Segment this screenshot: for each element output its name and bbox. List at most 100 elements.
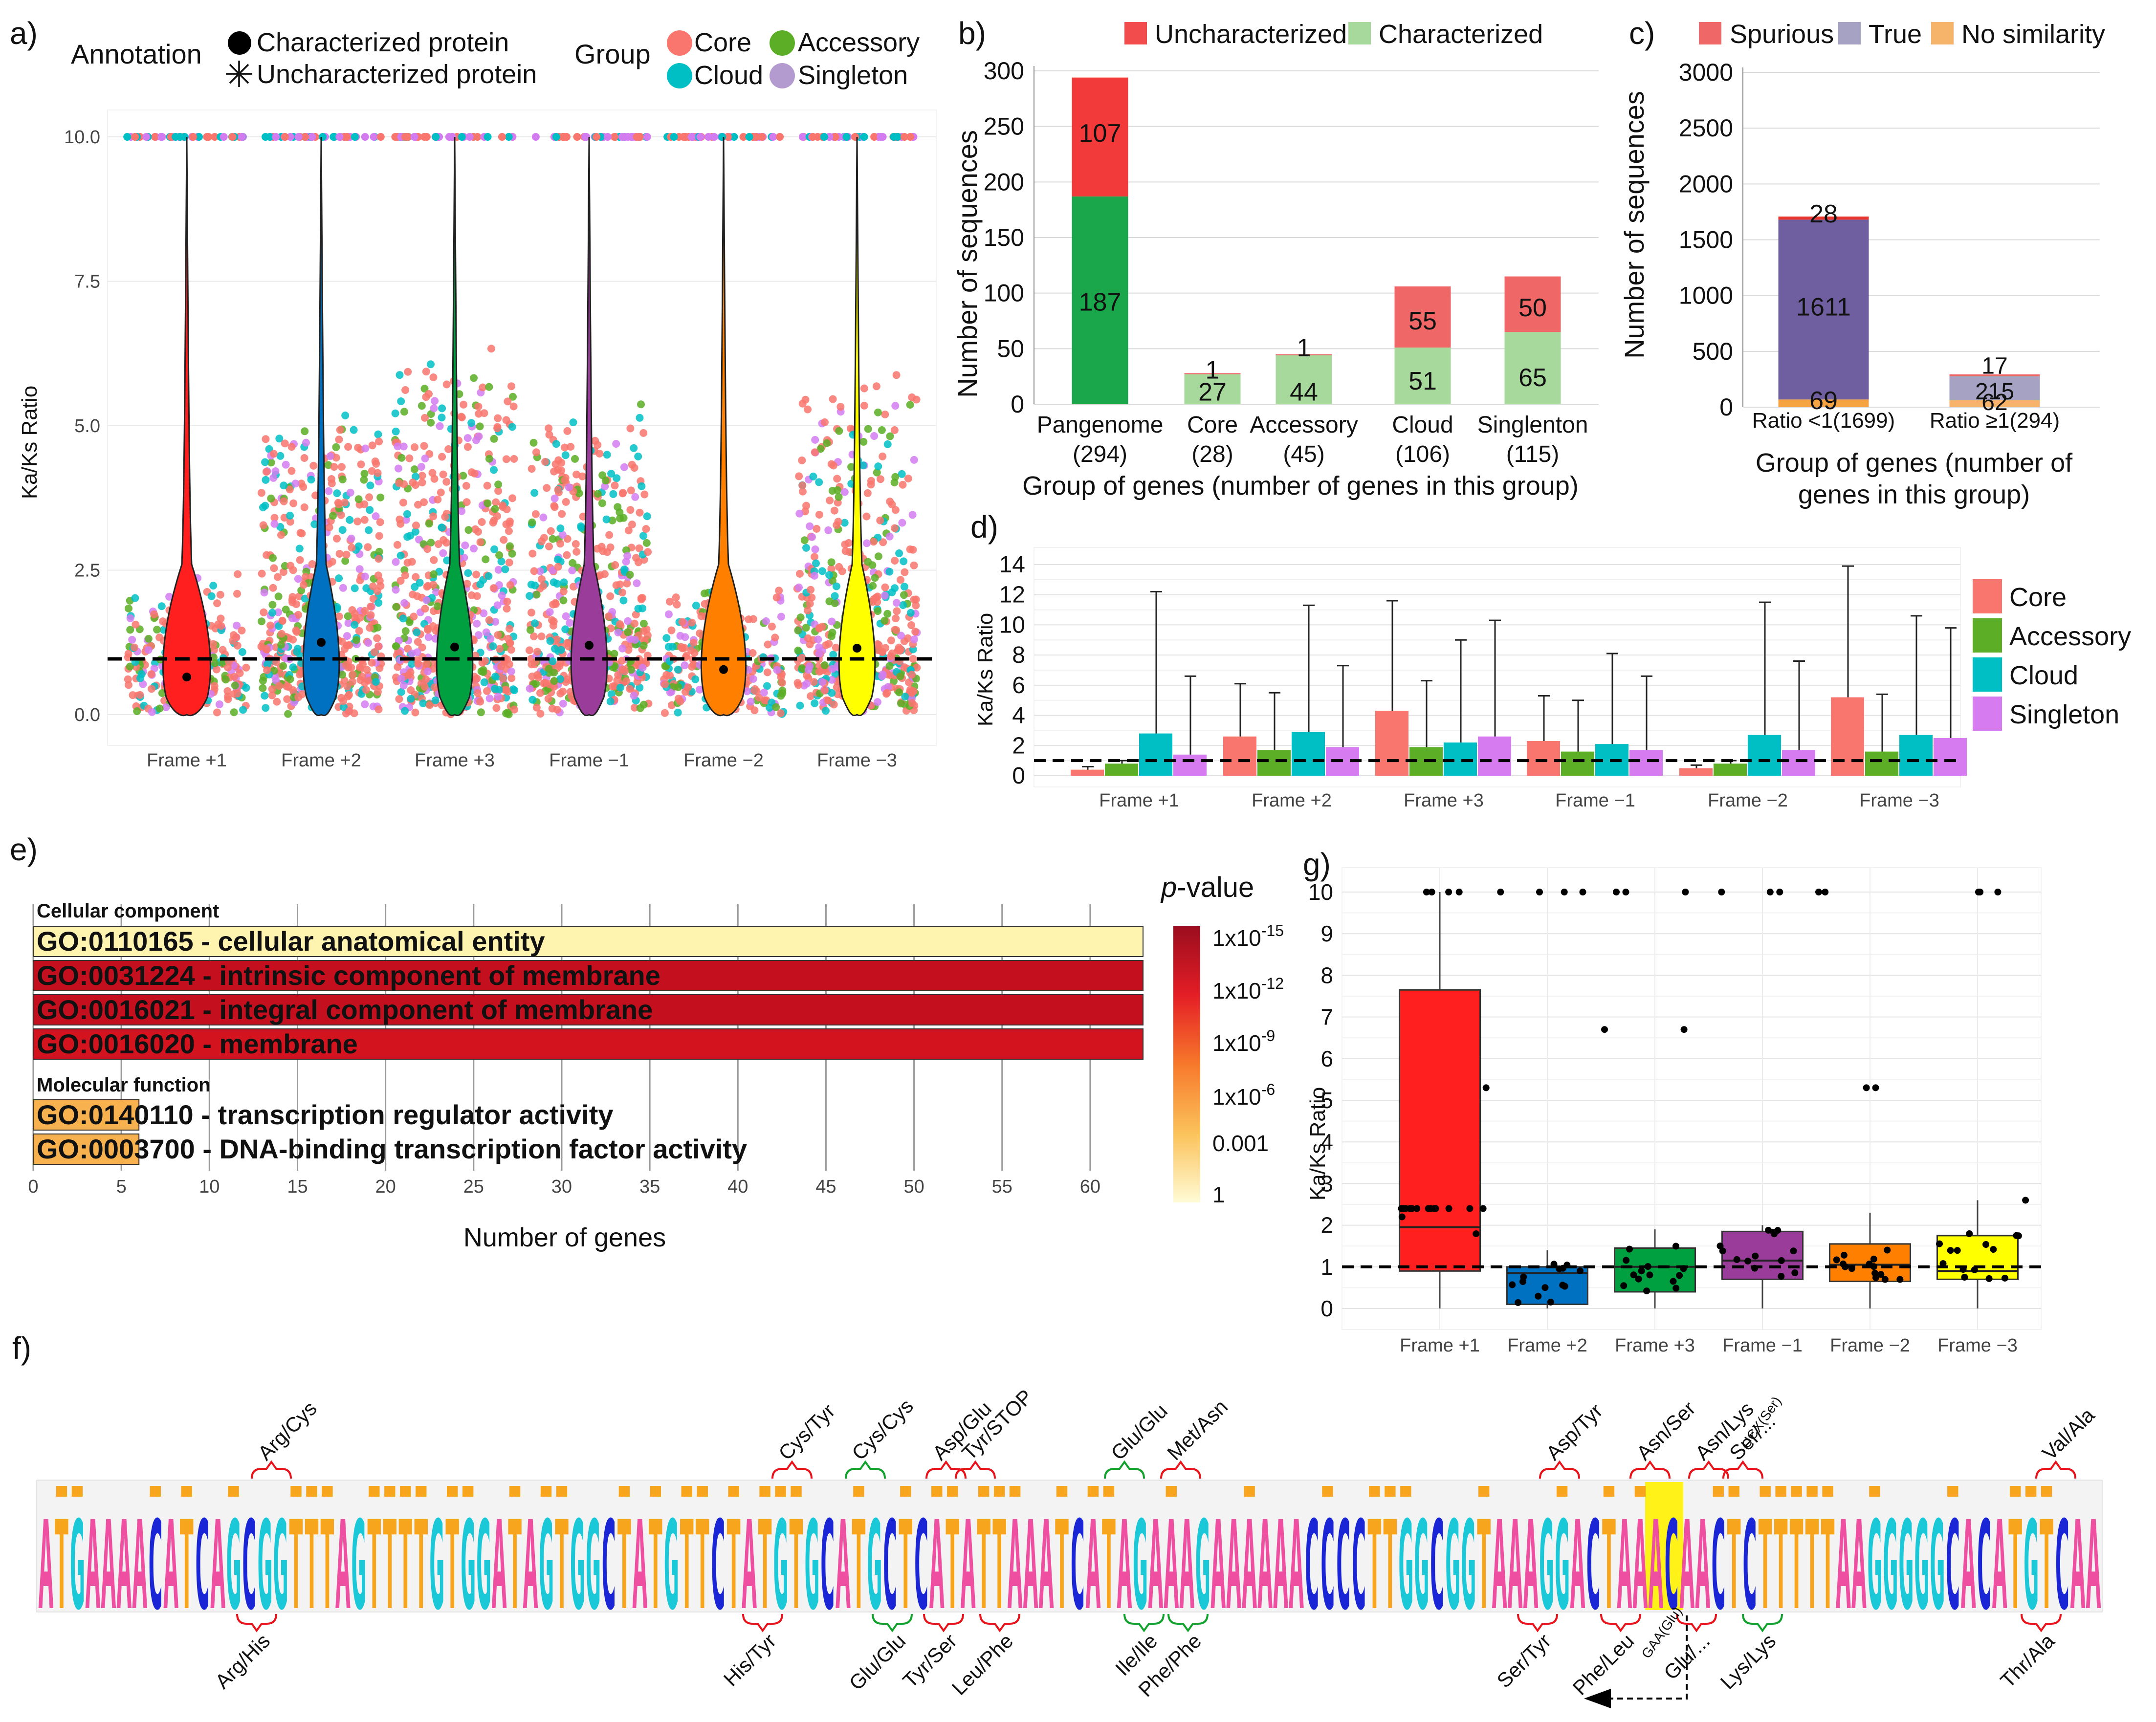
panel-c-label: 28 bbox=[1809, 200, 1838, 228]
pvalue-legend-labels: 1x10-15 1x10-12 1x10-9 1x10-6 0.001 1 bbox=[1212, 922, 1284, 1207]
panel-a-point bbox=[494, 487, 503, 495]
panel-a-point bbox=[906, 401, 914, 409]
panel-a-point-max bbox=[189, 133, 197, 141]
panel-a-point bbox=[500, 536, 508, 544]
panel-a-ytick: 10.0 bbox=[64, 127, 100, 148]
panel-a-point bbox=[287, 443, 296, 451]
panel-a-point bbox=[417, 463, 425, 471]
panel-a-point bbox=[139, 680, 147, 688]
legend-accessory-swatch bbox=[770, 30, 795, 56]
panel-a-point bbox=[798, 481, 807, 490]
panel-a-point bbox=[147, 670, 155, 678]
panel-d-xtick: Frame −1 bbox=[1555, 790, 1635, 811]
logo-letter: C bbox=[1351, 1495, 1366, 1637]
panel-g-outlier bbox=[1776, 889, 1783, 895]
logo-top-mark bbox=[384, 1486, 396, 1497]
panel-a-point bbox=[494, 631, 502, 639]
panel-a-point bbox=[533, 648, 542, 656]
panel-g-point bbox=[1791, 1269, 1799, 1276]
panel-a-point bbox=[880, 616, 889, 625]
panel-a-point bbox=[898, 519, 906, 527]
panel-g-ytick: 10 bbox=[1308, 879, 1333, 905]
logo-top-mark bbox=[2041, 1486, 2052, 1497]
panel-a-point bbox=[341, 412, 350, 419]
panel-a-point bbox=[483, 687, 491, 695]
panel-a-point bbox=[896, 672, 904, 680]
panel-a-point bbox=[361, 679, 369, 687]
panel-a-point bbox=[344, 619, 352, 627]
panel-a-point bbox=[326, 452, 334, 460]
panel-a-point bbox=[374, 555, 383, 563]
panel-a-point bbox=[130, 643, 138, 652]
panel-a-point bbox=[803, 679, 811, 688]
panel-a-point bbox=[409, 479, 417, 487]
logo-top-mark bbox=[728, 1486, 739, 1497]
panel-a-point bbox=[438, 414, 446, 422]
panel-g-outlier bbox=[1445, 889, 1452, 895]
panel-a-point bbox=[800, 536, 809, 545]
panel-g-point bbox=[1559, 1282, 1566, 1289]
panel-a-point bbox=[354, 542, 363, 550]
panel-a-point bbox=[433, 602, 441, 610]
panel-b-label-uncharacterized: 1 bbox=[1206, 356, 1220, 384]
panel-a-point bbox=[631, 636, 639, 644]
panel-a-point bbox=[372, 512, 380, 521]
panel-a-point bbox=[626, 570, 634, 579]
panel-g-point bbox=[1509, 1281, 1516, 1288]
panel-a-point bbox=[526, 646, 533, 654]
panel-a-point bbox=[697, 612, 705, 620]
panel-a-point bbox=[897, 699, 905, 708]
panel-a-point-max bbox=[484, 133, 492, 141]
panel-a-point bbox=[275, 435, 284, 443]
logo-letter: A bbox=[1632, 1495, 1648, 1637]
panel-a-point bbox=[885, 662, 894, 670]
panel-a-point bbox=[442, 539, 451, 547]
panel-g-outlier bbox=[1579, 889, 1586, 895]
panel-e-xtick: 45 bbox=[815, 1177, 836, 1197]
panel-a-point-max bbox=[730, 133, 738, 141]
panel-a-point bbox=[404, 671, 413, 679]
panel-c-legend-spurious: Spurious bbox=[1730, 20, 1834, 49]
pvalue-legend-label: 1x10-15 bbox=[1212, 922, 1284, 951]
panel-a-point bbox=[682, 652, 691, 660]
panel-a-point bbox=[459, 472, 467, 480]
logo-top-mark bbox=[1056, 1486, 1068, 1497]
panel-a-point bbox=[427, 539, 435, 547]
panel-a-point bbox=[361, 700, 369, 708]
panel-e-xtick: 5 bbox=[116, 1177, 127, 1197]
panel-a-point bbox=[489, 642, 497, 650]
panel-a-point bbox=[262, 476, 270, 484]
panel-a-point bbox=[553, 705, 561, 714]
panel-a-point bbox=[301, 427, 309, 436]
panel-a-point bbox=[439, 470, 447, 479]
panel-a-point bbox=[269, 554, 277, 562]
panel-a-point bbox=[530, 567, 538, 575]
panel-a-point bbox=[619, 596, 628, 605]
logo-letter: G bbox=[1867, 1495, 1882, 1637]
logo-top-mark bbox=[1556, 1486, 1568, 1497]
panel-a-point bbox=[794, 646, 802, 654]
panel-d-bar bbox=[1629, 750, 1663, 776]
legend-d-singleton-swatch bbox=[1973, 697, 2002, 731]
panel-a-point bbox=[358, 673, 366, 681]
panel-a-point bbox=[641, 658, 649, 666]
panel-a-point bbox=[620, 463, 628, 471]
panel-a-point bbox=[666, 597, 674, 606]
panel-a-point bbox=[461, 541, 469, 549]
panel-a-point bbox=[526, 684, 534, 693]
legend-spurious-swatch bbox=[1699, 22, 1721, 44]
panel-a-point bbox=[813, 524, 821, 533]
panel-a-point bbox=[367, 602, 375, 610]
panel-a-point bbox=[361, 607, 369, 615]
panel-a-point bbox=[443, 556, 451, 565]
panel-g-point bbox=[1954, 1247, 1961, 1254]
panel-g-ytick: 1 bbox=[1320, 1254, 1333, 1280]
panel-a-point bbox=[280, 481, 288, 490]
panel-a-point bbox=[748, 649, 757, 657]
panel-d-xtick: Frame −2 bbox=[1708, 790, 1788, 811]
panel-a-point bbox=[470, 374, 478, 382]
panel-a-point bbox=[885, 567, 894, 576]
panel-a-point bbox=[528, 518, 536, 526]
panel-a-point bbox=[802, 501, 811, 510]
panel-a-xtick: Frame +2 bbox=[281, 750, 361, 771]
